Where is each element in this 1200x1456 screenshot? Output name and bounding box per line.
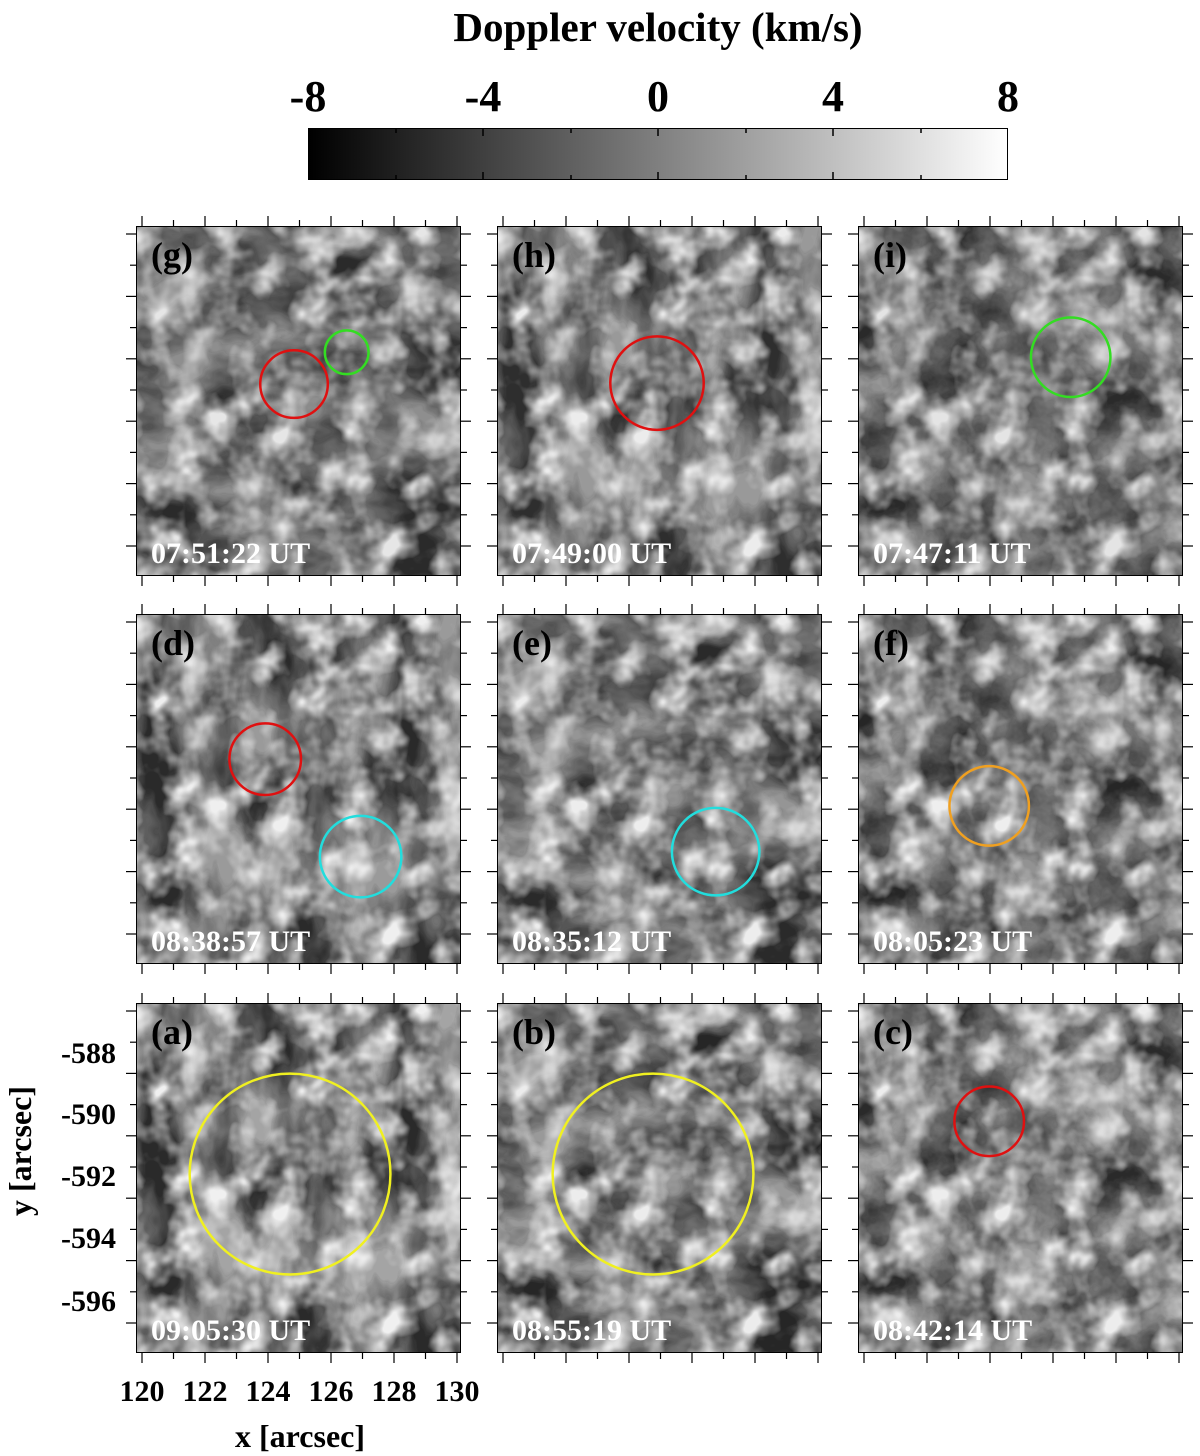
x-tick-label: 120 [119, 1375, 165, 1408]
panel-label: (g) [151, 235, 193, 275]
panel-timestamp: 08:35:12 UT [512, 925, 672, 958]
y-tick-label: -588 [61, 1037, 116, 1070]
feature-circle [953, 1085, 1026, 1158]
doppler-image [137, 615, 460, 963]
panel-c: (c) 08:42:14 UT [858, 1003, 1183, 1353]
x-tick-label: 126 [308, 1375, 354, 1408]
panel-label: (d) [151, 623, 195, 663]
panel-label: (f) [873, 623, 909, 663]
x-tick-label: 128 [371, 1375, 417, 1408]
colorbar-tick-label: -4 [464, 72, 502, 121]
y-tick-label: -594 [61, 1222, 116, 1255]
colorbar-title: Doppler velocity (km/s) [453, 4, 863, 50]
panel-label: (b) [512, 1012, 556, 1052]
doppler-image [137, 1004, 460, 1352]
feature-circle [318, 814, 403, 899]
doppler-image [859, 1004, 1182, 1352]
x-tick-label: 130 [434, 1375, 480, 1408]
feature-circle [228, 722, 303, 797]
panel-timestamp: 08:38:57 UT [151, 925, 311, 958]
panel-label: (a) [151, 1012, 193, 1052]
colorbar [307, 127, 1008, 180]
colorbar-tick-label: -8 [289, 72, 327, 121]
panel-label: (c) [873, 1012, 913, 1052]
panel-g: (g) 07:51:22 UT [136, 226, 461, 576]
panel-i: (i) 07:47:11 UT [858, 226, 1183, 576]
panel-d: (d) 08:38:57 UT [136, 614, 461, 964]
panel-h: (h) 07:49:00 UT [497, 226, 822, 576]
y-axis-title: y [arcsec] [2, 1086, 38, 1216]
y-tick-label: -590 [61, 1098, 116, 1131]
feature-circle [258, 349, 330, 420]
feature-circle [551, 1072, 755, 1276]
doppler-image [498, 1004, 821, 1352]
doppler-image [137, 227, 460, 575]
panel-timestamp: 08:55:19 UT [512, 1314, 672, 1347]
panel-label: (e) [512, 623, 552, 663]
colorbar-tick-label: 8 [997, 72, 1019, 121]
doppler-image [498, 615, 821, 963]
panel-timestamp: 08:42:14 UT [873, 1314, 1033, 1347]
x-tick-label: 122 [182, 1375, 228, 1408]
panel-timestamp: 07:49:00 UT [512, 537, 672, 570]
panel-timestamp: 09:05:30 UT [151, 1314, 311, 1347]
doppler-image [859, 227, 1182, 575]
y-tick-label: -592 [61, 1160, 116, 1193]
panel-e: (e) 08:35:12 UT [497, 614, 822, 964]
doppler-image [859, 615, 1182, 963]
panel-a: (a) 09:05:30 UT [136, 1003, 461, 1353]
doppler-image [498, 227, 821, 575]
colorbar-tick-label: 4 [822, 72, 844, 121]
colorbar-tick-label: 0 [647, 72, 669, 121]
panel-b: (b) 08:55:19 UT [497, 1003, 822, 1353]
feature-circle [609, 335, 705, 432]
panel-timestamp: 07:47:11 UT [873, 537, 1031, 570]
y-tick-label: -596 [61, 1285, 116, 1318]
panel-timestamp: 08:05:23 UT [873, 925, 1033, 958]
colorbar-ticks [307, 127, 922, 180]
feature-circle [948, 764, 1031, 847]
feature-circle [188, 1072, 392, 1276]
feature-circle [670, 806, 761, 897]
panel-f: (f) 08:05:23 UT [858, 614, 1183, 964]
x-axis-title: x [arcsec] [235, 1418, 365, 1454]
panel-timestamp: 07:51:22 UT [151, 537, 311, 570]
feature-circle [1029, 316, 1112, 399]
x-tick-label: 124 [245, 1375, 291, 1408]
feature-circle [323, 329, 370, 376]
panel-label: (i) [873, 235, 907, 275]
panel-label: (h) [512, 235, 556, 275]
